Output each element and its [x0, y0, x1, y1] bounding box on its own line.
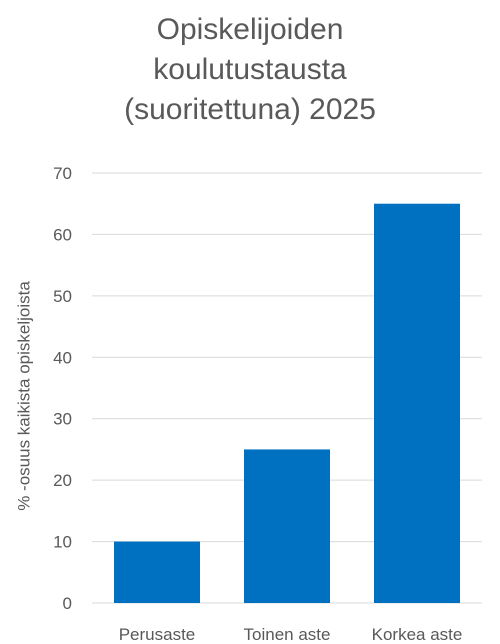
chart-title-line-3: (suoritettuna) 2025: [124, 93, 376, 126]
y-tick-label: 10: [53, 533, 72, 552]
bar-toinen-aste: [244, 449, 330, 603]
bar-korkea-aste: [374, 203, 460, 603]
y-tick-label: 30: [53, 410, 72, 429]
chart-title-line-2: koulutustausta: [153, 53, 347, 86]
y-tick-label: 60: [53, 225, 72, 244]
y-tick-label: 70: [53, 164, 72, 183]
x-tick-label: Korkea aste: [372, 625, 463, 644]
bar-perusaste: [114, 541, 200, 603]
x-tick-label: Toinen aste: [244, 625, 331, 644]
x-axis-ticks: Perusaste Toinen aste Korkea aste: [119, 625, 463, 644]
chart-title: Opiskelijoiden koulutustausta (suoritett…: [0, 10, 500, 130]
y-tick-label: 20: [53, 471, 72, 490]
chart-title-line-1: Opiskelijoiden: [156, 13, 344, 46]
y-axis-title: % -osuus kaikista opiskeljoista: [14, 281, 33, 511]
y-tick-label: 0: [63, 594, 72, 613]
y-tick-label: 40: [53, 348, 72, 367]
y-axis-ticks: 0 10 20 30 40 50 60 70: [53, 164, 72, 613]
bars: [114, 203, 460, 603]
y-tick-label: 50: [53, 287, 72, 306]
x-tick-label: Perusaste: [119, 625, 196, 644]
